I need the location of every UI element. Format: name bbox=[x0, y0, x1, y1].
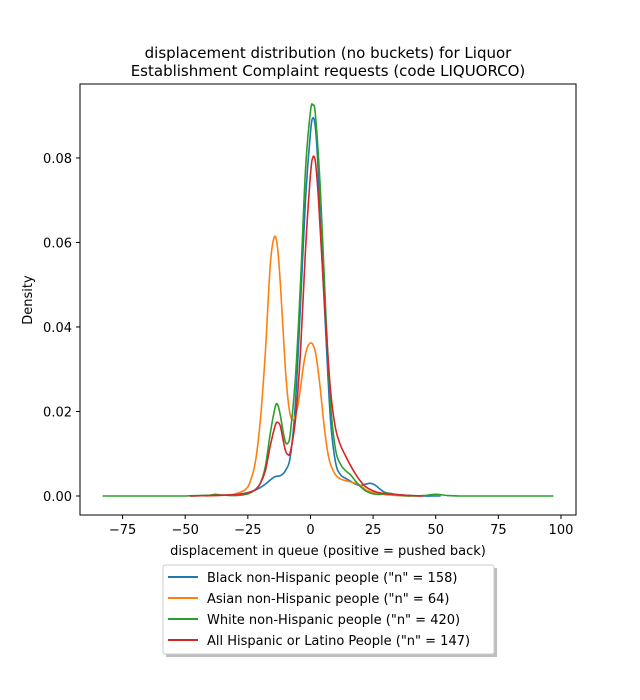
y-tick-label: 0.08 bbox=[43, 152, 72, 167]
y-tick-label: 0.04 bbox=[43, 321, 72, 336]
legend-label-3: All Hispanic or Latino People ("n" = 147… bbox=[207, 634, 470, 649]
legend: Black non-Hispanic people ("n" = 158) Asi… bbox=[162, 564, 497, 657]
x-tick-label: 100 bbox=[549, 523, 574, 538]
legend-label-0: Black non-Hispanic people ("n" = 158) bbox=[207, 571, 457, 586]
x-tick-label: 0 bbox=[306, 523, 314, 538]
y-axis-ticks: 0.00 0.02 0.04 0.06 0.08 bbox=[43, 152, 80, 505]
x-tick-label: 50 bbox=[427, 523, 444, 538]
legend-box bbox=[162, 564, 495, 655]
chart-title-line-2: Establishment Complaint requests (code L… bbox=[131, 62, 526, 80]
series-line-3 bbox=[190, 155, 424, 497]
plot-frame bbox=[79, 83, 577, 516]
x-axis-label: displacement in queue (positive = pushed… bbox=[170, 544, 486, 559]
y-tick-label: 0.02 bbox=[43, 405, 72, 420]
x-tick-label: −50 bbox=[171, 523, 198, 538]
legend-label-1: Asian non-Hispanic people ("n" = 64) bbox=[207, 592, 450, 607]
series-lines bbox=[102, 103, 554, 497]
series-line-0 bbox=[190, 116, 441, 497]
y-axis-label: Density bbox=[21, 275, 36, 325]
x-tick-label: 25 bbox=[365, 523, 382, 538]
x-tick-label: −75 bbox=[109, 523, 136, 538]
chart-title-line-1: displacement distribution (no buckets) f… bbox=[145, 44, 513, 62]
x-axis-ticks: −75 −50 −25 0 25 50 75 100 bbox=[109, 515, 574, 538]
y-tick-label: 0.06 bbox=[43, 236, 72, 251]
x-tick-label: 75 bbox=[490, 523, 507, 538]
series-line-1 bbox=[205, 235, 411, 497]
y-tick-label: 0.00 bbox=[43, 490, 72, 505]
x-tick-label: −25 bbox=[234, 523, 261, 538]
legend-label-2: White non-Hispanic people ("n" = 420) bbox=[207, 613, 460, 628]
